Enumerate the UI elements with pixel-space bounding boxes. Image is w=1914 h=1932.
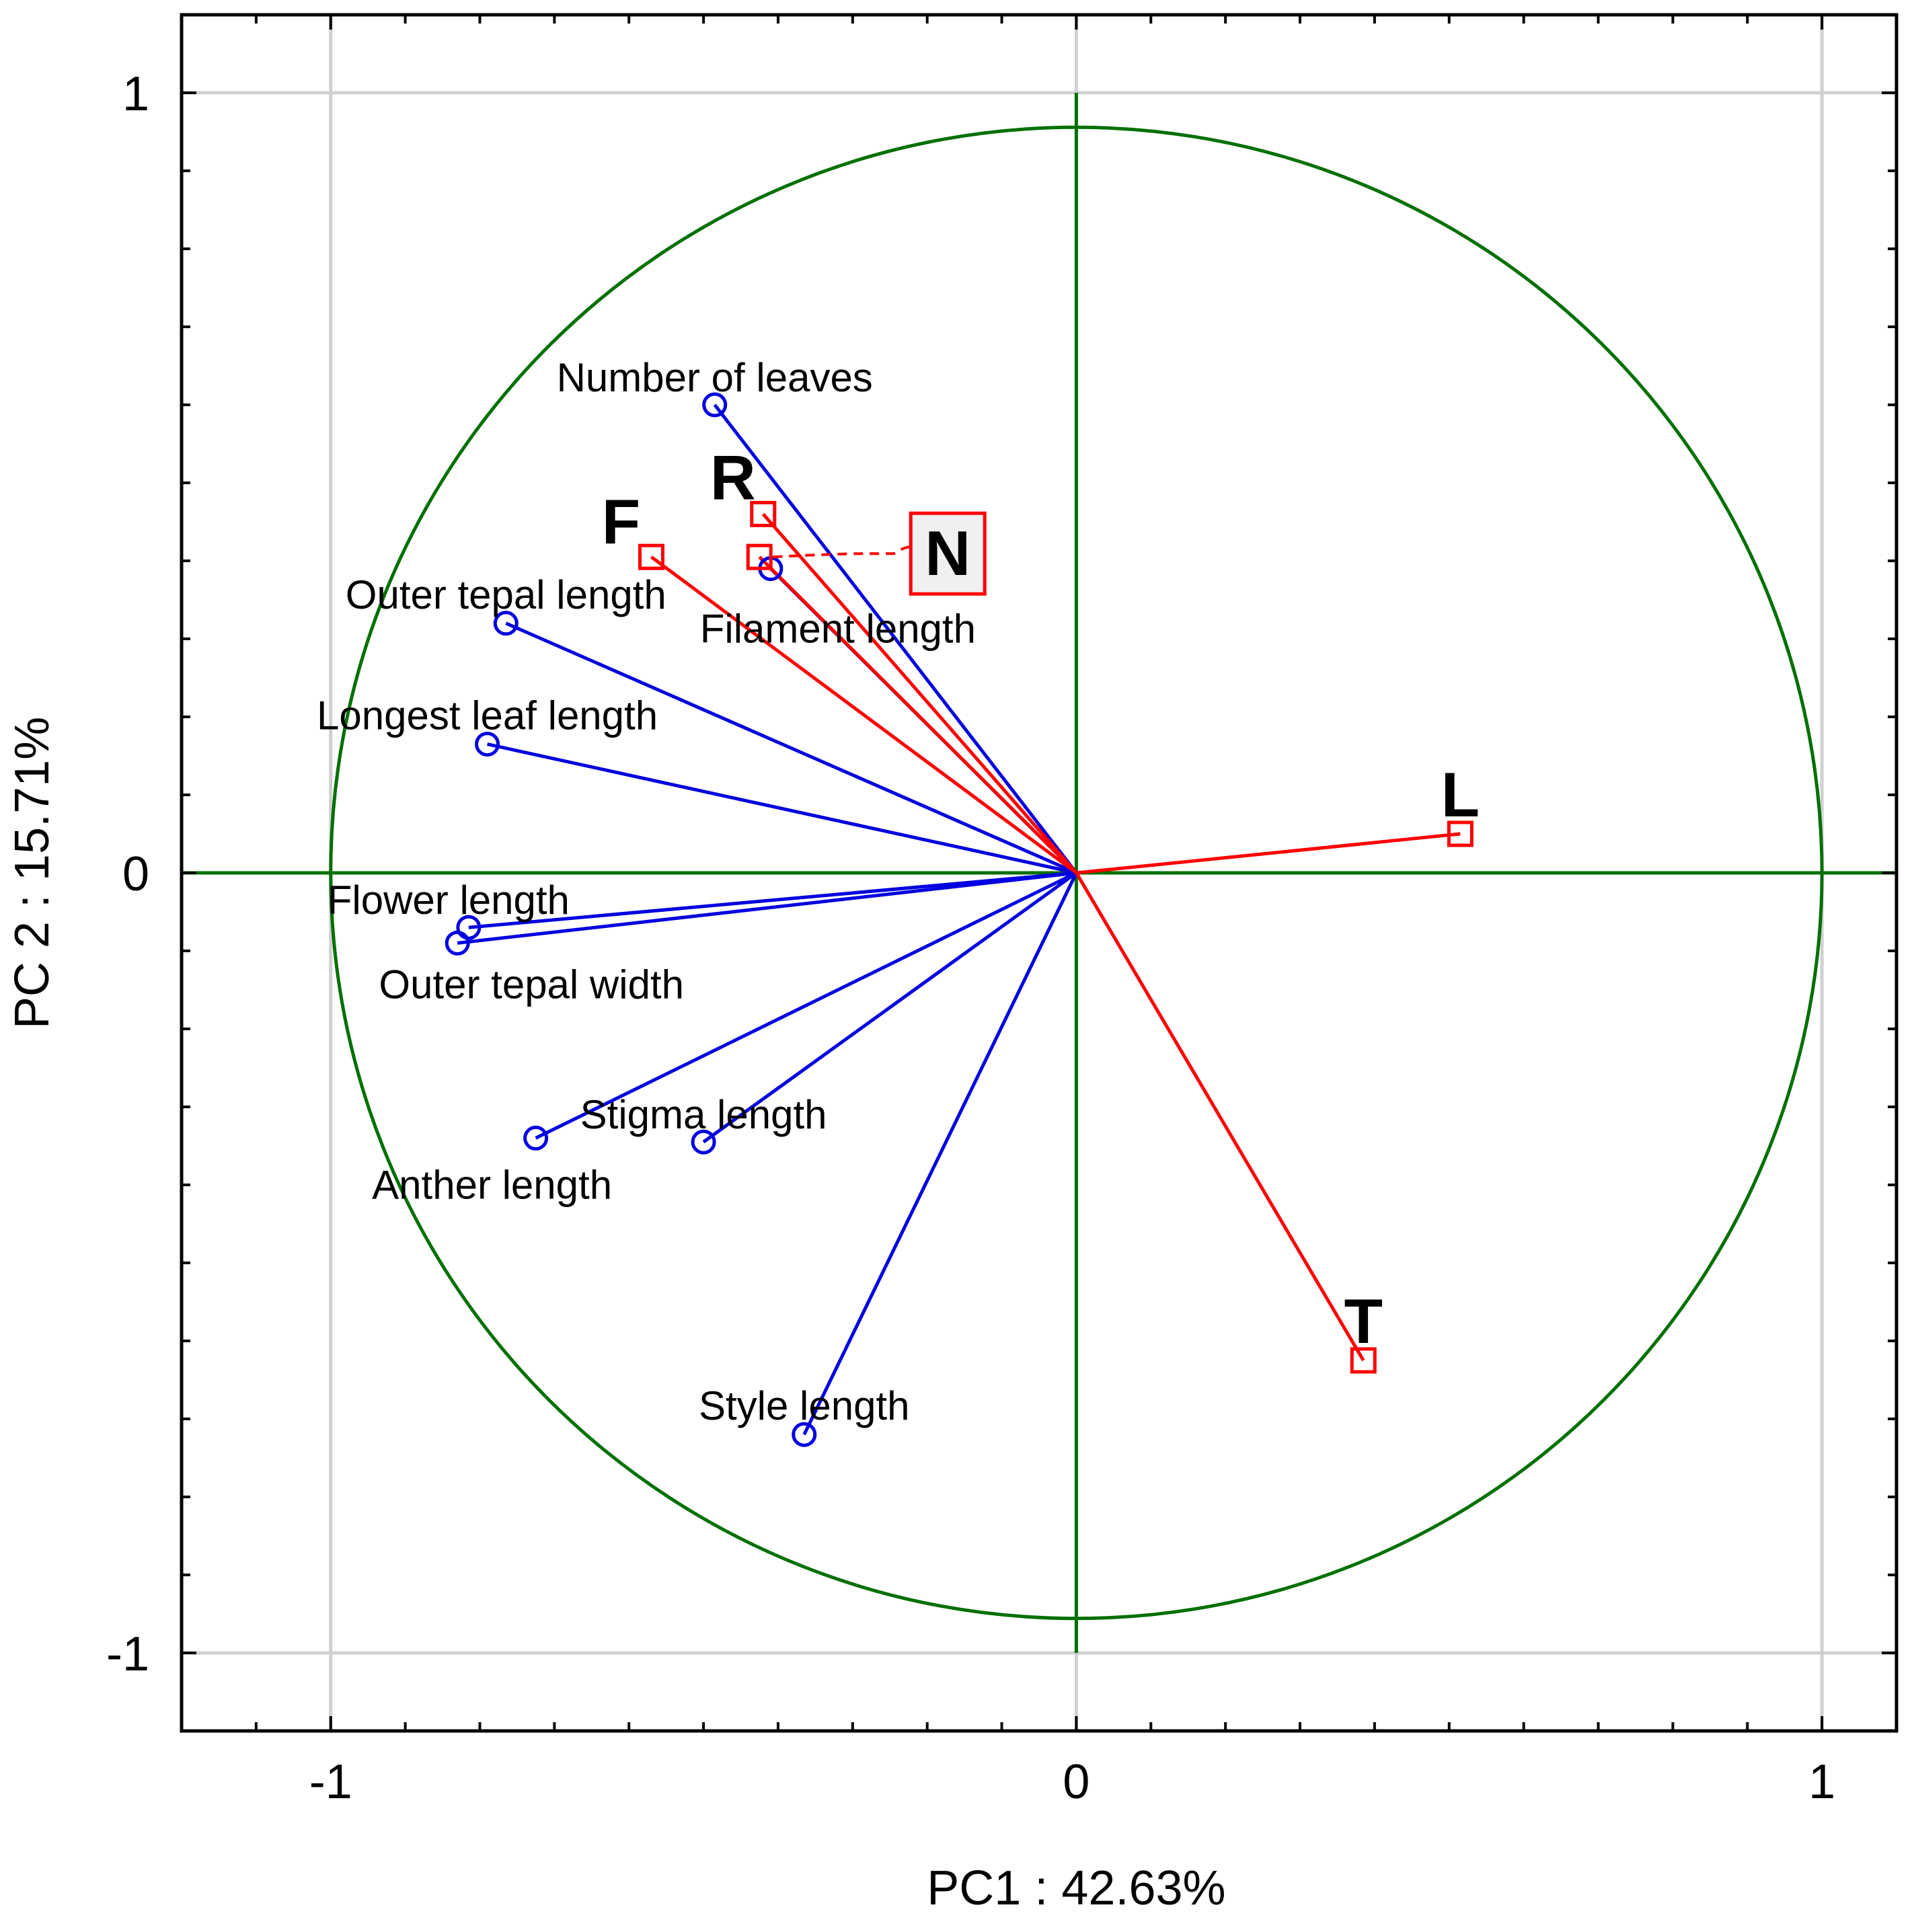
x-tick-label: 1 <box>1808 1755 1835 1809</box>
variable-label: Style length <box>699 1383 910 1428</box>
variable-point <box>691 1129 716 1155</box>
variable-vector <box>802 872 1078 1436</box>
group-vector <box>1075 872 1365 1362</box>
point-markers <box>445 392 1473 1447</box>
variable-vector <box>487 742 1077 875</box>
variable-vector <box>535 871 1077 1140</box>
group-point <box>1447 820 1473 847</box>
y-tick-label: 1 <box>122 67 149 121</box>
zero-axes <box>182 93 1897 1653</box>
group-label: T <box>1344 1286 1383 1356</box>
y-axis-title: PC 2 : 15.71% <box>5 717 59 1029</box>
variable-vector <box>505 621 1077 875</box>
loading-vectors <box>457 403 1461 1436</box>
highlight-leader-line <box>773 545 911 559</box>
x-axis-title: PC1 : 42.63% <box>927 1861 1225 1915</box>
variable-label: Longest leaf length <box>317 693 658 738</box>
group-point <box>746 543 773 570</box>
variable-point <box>523 1125 549 1151</box>
group-vector <box>650 555 1077 875</box>
y-tick-label: 0 <box>122 847 149 901</box>
x-tick-label: 0 <box>1063 1755 1089 1809</box>
group-point <box>638 543 664 570</box>
variable-label: Number of leaves <box>557 355 873 400</box>
point-labels: Number of leaves Filament length Outer tep… <box>317 355 1480 1428</box>
highlight-label-box <box>909 511 987 596</box>
variable-point <box>493 611 519 636</box>
group-vector <box>761 512 1078 874</box>
variable-point <box>445 930 470 956</box>
group-label: N <box>925 518 970 588</box>
variable-label: Anther length <box>372 1162 612 1207</box>
group-vector <box>758 555 1078 874</box>
group-label: R <box>710 442 756 512</box>
variable-point <box>475 732 500 757</box>
group-point <box>1350 1347 1377 1374</box>
variable-label: Outer tepal width <box>379 962 684 1007</box>
y-tick-label: -1 <box>106 1627 149 1681</box>
group-point <box>750 500 777 527</box>
variable-point <box>702 392 728 418</box>
tick-labels: -1 0 1 -1 0 1 <box>106 67 1835 1809</box>
variable-label: Stigma length <box>580 1092 827 1137</box>
variable-vector <box>702 871 1077 1144</box>
plot-frame <box>180 13 1899 1733</box>
group-label: L <box>1441 759 1480 830</box>
variable-label: Filament length <box>700 607 976 652</box>
variable-label: Flower length <box>328 878 570 923</box>
group-vector <box>1076 832 1461 875</box>
variable-label: Outer tepal length <box>346 572 666 617</box>
group-label: F <box>602 486 640 557</box>
variable-vector <box>713 403 1078 874</box>
variable-vector <box>457 871 1077 945</box>
variable-point <box>792 1422 817 1447</box>
variable-vector <box>468 871 1077 929</box>
x-tick-label: -1 <box>309 1755 352 1809</box>
